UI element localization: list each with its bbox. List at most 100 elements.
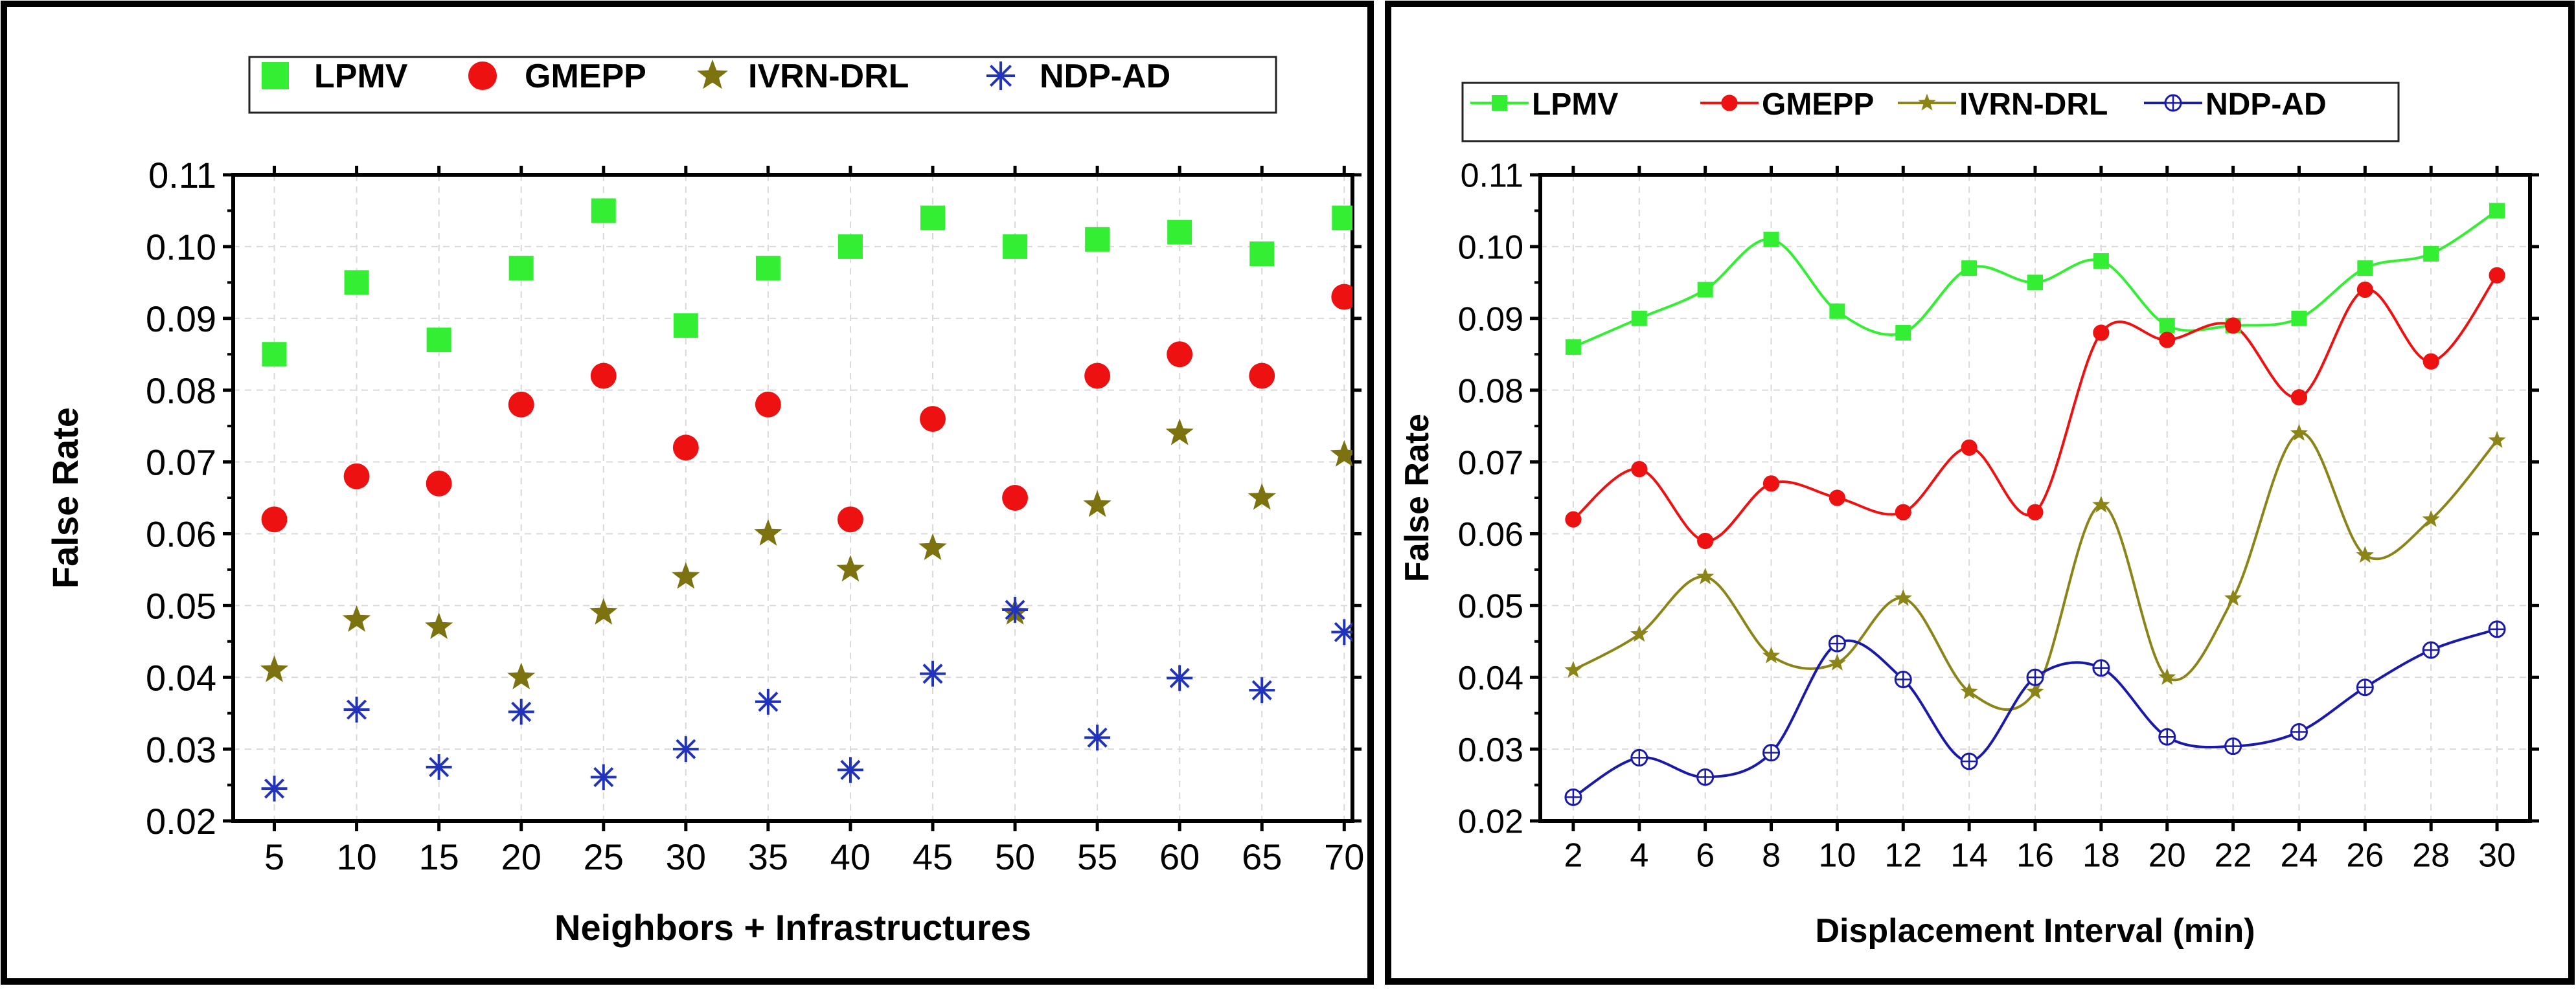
legend-label: LPMV: [314, 58, 408, 95]
data-point: [261, 776, 288, 802]
data-point: [2357, 260, 2373, 276]
data-point: [2158, 728, 2176, 746]
series-gmepp: [1565, 267, 2505, 550]
data-point: [1630, 748, 1648, 767]
x-tick-label: 30: [2478, 837, 2516, 875]
data-point: [2356, 678, 2374, 697]
series-line-ivrn-drl: [1572, 432, 2498, 711]
y-tick-label: 0.03: [146, 729, 216, 770]
y-tick-label: 0.03: [1458, 732, 1523, 769]
y-axis-title-right: False Rate: [1398, 414, 1436, 582]
x-tick-label: 20: [2149, 837, 2186, 875]
y-tick-label: 0.11: [148, 155, 216, 196]
y-tick-label: 0.08: [146, 370, 216, 411]
data-point: [1085, 227, 1110, 252]
data-point: [426, 470, 452, 497]
data-point: [1331, 284, 1352, 310]
data-point: [262, 342, 287, 367]
data-point: [1697, 282, 1713, 298]
data-point: [2224, 588, 2242, 606]
legend-label: LPMV: [1532, 87, 1618, 122]
series-line-ndp-ad: [1572, 627, 2498, 799]
chart-frame-right: [1385, 1, 2575, 985]
data-point: [260, 655, 289, 682]
chart-right: LPMV GMEPP IVRN-DRL NDP-AD 0.02 0.03 0.04 0.05…: [1398, 82, 2539, 950]
data-point: [1697, 532, 1714, 550]
data-point: [837, 506, 863, 533]
data-point: [261, 506, 288, 533]
series-marks-left: [260, 198, 1352, 802]
x-tick-label: 60: [1159, 836, 1200, 877]
data-point: [1084, 363, 1111, 389]
data-point: [754, 519, 782, 546]
x-tick-label: 20: [501, 836, 541, 877]
legend-item-ivrn-drl: IVRN-DRL: [1898, 87, 2108, 122]
data-point: [1762, 646, 1781, 664]
series-lpmv: [262, 198, 1352, 367]
legend-label: GMEPP: [525, 58, 646, 95]
data-point: [2291, 310, 2307, 326]
x-tick-label: 45: [913, 836, 953, 877]
data-point: [1961, 439, 1978, 456]
legend-marker: [2164, 94, 2182, 112]
data-point: [1631, 461, 1648, 478]
data-point: [2290, 723, 2308, 741]
x-tick-label: 14: [1950, 837, 1988, 875]
data-point: [1829, 489, 1845, 506]
data-point: [2224, 737, 2242, 756]
data-point: [920, 406, 946, 432]
axis-ticks-left: 0.02 0.03 0.04 0.05 0.06 0.07 0.08 0.09 0.10 0.11…: [146, 155, 1364, 877]
x-tick-label: 40: [830, 836, 871, 877]
data-point: [755, 688, 781, 715]
data-point: [2422, 353, 2439, 370]
data-point: [1960, 752, 1978, 770]
data-point: [673, 313, 698, 338]
x-tick-label: 65: [1242, 836, 1282, 877]
x-tick-label: 12: [1884, 837, 1922, 875]
data-point: [1003, 234, 1028, 259]
x-axis-title-right: Displacement Interval (min): [1815, 912, 2255, 950]
data-point: [1084, 724, 1111, 751]
data-point: [838, 234, 863, 259]
data-point: [1002, 597, 1029, 623]
data-point: [425, 612, 453, 639]
legend-left: LPMV GMEPP IVRN-DRL NDP-AD: [248, 56, 1277, 114]
data-point: [2092, 495, 2110, 513]
data-point: [591, 198, 616, 223]
x-axis-title-left: Neighbors + Infrastructures: [554, 907, 1031, 948]
data-point: [2159, 331, 2176, 348]
x-tick-label: 30: [666, 836, 706, 877]
data-point: [1762, 744, 1781, 762]
data-point: [590, 764, 617, 790]
y-tick-label: 0.05: [146, 585, 216, 626]
data-point: [2092, 659, 2110, 677]
data-point: [2488, 431, 2506, 448]
legend-item-gmepp: GMEPP: [1700, 87, 1874, 122]
legend-item-lpmv: LPMV: [262, 58, 408, 95]
series-gmepp: [261, 284, 1352, 533]
x-tick-label: 10: [336, 836, 376, 877]
data-point: [589, 598, 618, 625]
legend-label: IVRN-DRL: [1959, 87, 2108, 122]
data-point: [755, 256, 781, 281]
data-point: [918, 533, 947, 561]
legend-marker: [1721, 95, 1738, 111]
data-point: [2225, 317, 2242, 334]
data-point: [2027, 504, 2044, 521]
axis-ticks-right: 0.02 0.03 0.04 0.05 0.06 0.07 0.08 0.09 0.10 0.11…: [1458, 157, 2539, 875]
data-point: [2488, 620, 2506, 638]
data-point: [2422, 510, 2440, 527]
x-tick-label: 22: [2215, 837, 2252, 875]
legend-item-gmepp: GMEPP: [468, 58, 646, 95]
x-tick-label: 18: [2082, 837, 2120, 875]
data-point: [1564, 660, 1582, 678]
data-point: [508, 391, 534, 418]
legend-marker: [986, 61, 1016, 91]
legend-box-right: [1461, 82, 2400, 142]
legend-marker: [262, 62, 289, 89]
data-point: [344, 270, 369, 295]
data-point: [343, 697, 370, 723]
data-point: [590, 363, 617, 389]
y-axis-title-left: False Rate: [45, 407, 85, 588]
data-point: [837, 757, 863, 783]
